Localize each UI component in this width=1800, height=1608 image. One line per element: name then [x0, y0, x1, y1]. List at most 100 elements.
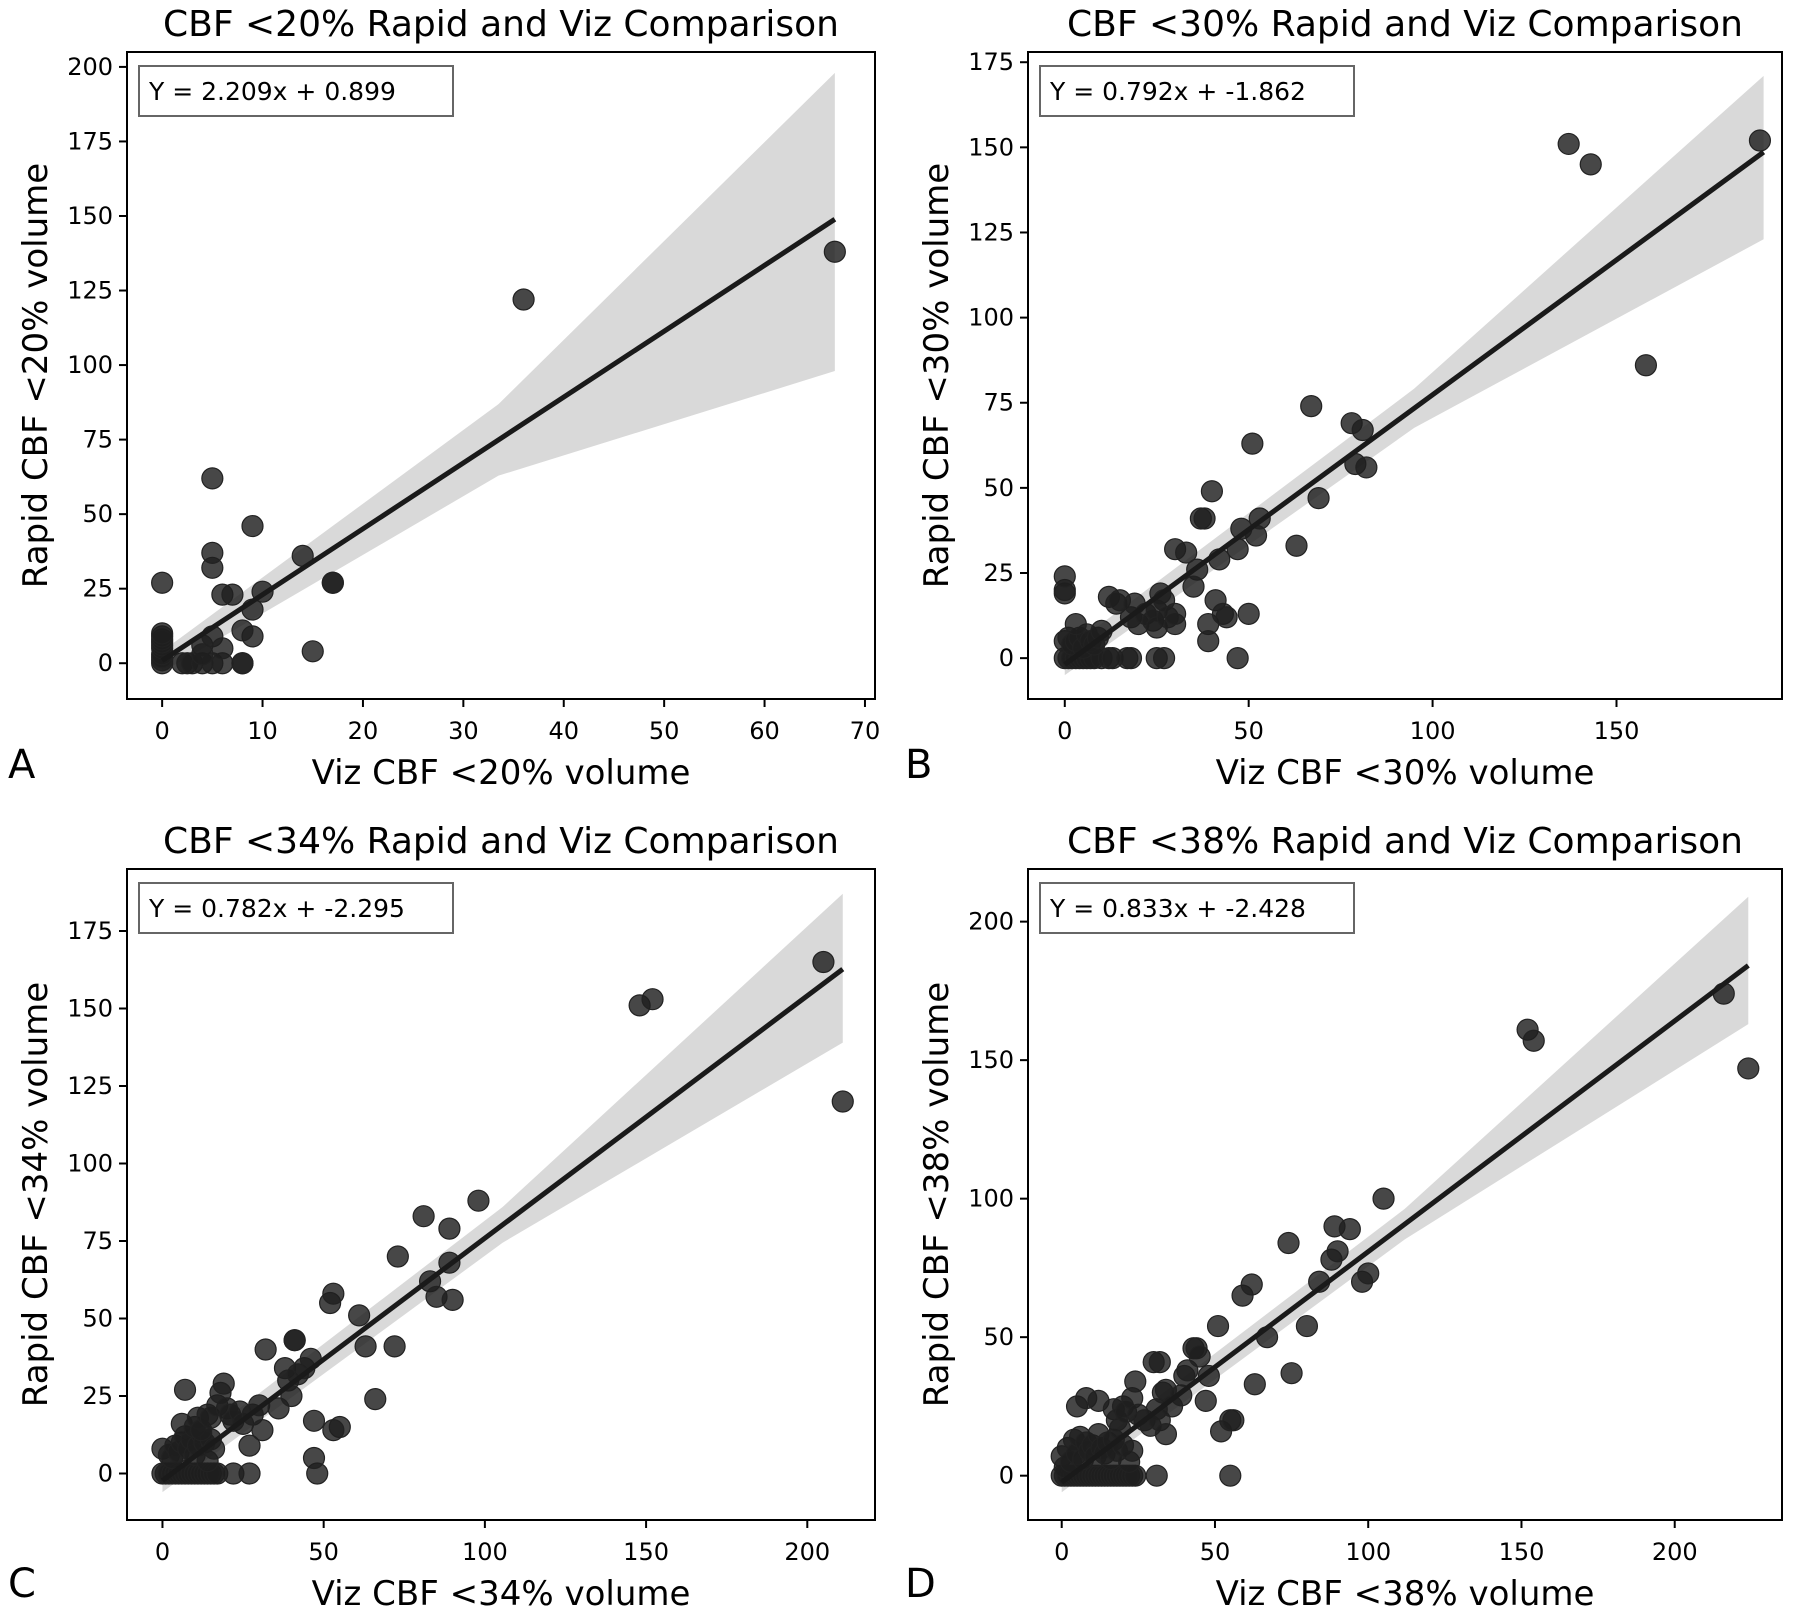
- y-tick-label: 0: [98, 1460, 113, 1488]
- data-point: [1197, 630, 1220, 653]
- plot-area: [1053, 75, 1772, 676]
- y-tick-label: 25: [82, 1382, 113, 1410]
- data-point: [1240, 1273, 1263, 1296]
- confidence-band: [162, 893, 843, 1493]
- y-tick-label: 75: [82, 1227, 113, 1255]
- regression-line: [160, 967, 845, 1483]
- x-tick-label: 100: [1345, 1538, 1391, 1566]
- y-tick-label: 175: [67, 127, 113, 155]
- y-tick-label: 125: [67, 1072, 113, 1100]
- axes-frame: [126, 868, 876, 1521]
- data-point: [238, 1462, 261, 1485]
- y-tick-label: 150: [968, 133, 1014, 161]
- y-tick-label: 75: [983, 389, 1014, 417]
- data-point: [173, 1378, 197, 1401]
- x-tick-label: 50: [308, 1538, 339, 1566]
- data-point: [1124, 1370, 1147, 1393]
- panel-letter: D: [905, 1561, 936, 1607]
- data-point: [1164, 602, 1187, 625]
- data-point: [1064, 612, 1087, 636]
- y-tick-label: 50: [82, 500, 113, 528]
- data-point: [1194, 1389, 1217, 1412]
- y-axis-label: Rapid CBF <38% volume: [917, 982, 957, 1407]
- y-tick-label: 100: [968, 1185, 1014, 1213]
- y-axis-label: Rapid CBF <20% volume: [16, 163, 56, 588]
- y-tick-label: 200: [67, 53, 113, 81]
- x-tick-label: 40: [548, 717, 579, 745]
- data-point: [302, 1409, 326, 1432]
- y-tick-label: 50: [983, 474, 1014, 502]
- panel-a: CBF <20% Rapid and Viz Comparison 0 25 50 75…: [8, 4, 880, 793]
- x-tick-label: 70: [850, 717, 881, 745]
- data-point: [1277, 1231, 1300, 1255]
- data-point: [831, 1090, 854, 1113]
- x-axis-label: Viz CBF <38% volume: [1216, 1574, 1595, 1608]
- y-tick-label: 175: [968, 48, 1014, 76]
- data-point: [1579, 153, 1602, 176]
- equation-box: Y = 0.782x + -2.295: [138, 882, 454, 934]
- data-point: [1145, 1464, 1168, 1487]
- data-point: [1748, 129, 1772, 152]
- x-tick-label: 10: [247, 717, 278, 745]
- data-point: [1219, 1464, 1242, 1487]
- y-tick-label: 150: [67, 995, 113, 1023]
- x-axis-label: Viz CBF <34% volume: [312, 1574, 691, 1608]
- data-point: [231, 652, 254, 675]
- data-point: [1226, 647, 1249, 670]
- regression-line: [1060, 963, 1750, 1485]
- data-point: [467, 1189, 490, 1212]
- data-point: [1355, 456, 1378, 479]
- data-point: [1222, 1409, 1245, 1432]
- panel-letter: C: [8, 1561, 36, 1607]
- axes-frame: [1027, 868, 1783, 1521]
- data-point: [1300, 395, 1323, 418]
- data-point: [1148, 1350, 1171, 1374]
- data-point: [812, 950, 835, 974]
- confidence-band: [1061, 896, 1749, 1493]
- data-point: [321, 571, 344, 594]
- confidence-band: [162, 72, 835, 673]
- data-point: [348, 1304, 371, 1327]
- data-point: [322, 1418, 345, 1442]
- data-point: [1241, 432, 1264, 455]
- regression-equation: Y = 0.782x + -2.295: [148, 894, 405, 923]
- x-tick-label: 150: [1594, 717, 1640, 745]
- data-point: [1119, 647, 1143, 670]
- data-point: [1215, 606, 1238, 629]
- x-tick-label: 0: [155, 717, 170, 745]
- data-point: [1193, 507, 1216, 530]
- y-tick-label: 200: [968, 908, 1014, 936]
- y-tick-label: 0: [98, 649, 113, 677]
- axes-frame: [1027, 51, 1783, 700]
- axes-frame: [126, 51, 876, 700]
- chart-title: CBF <20% Rapid and Viz Comparison: [163, 4, 839, 45]
- x-axis-label: Viz CBF <30% volume: [1216, 753, 1595, 793]
- data-point: [1188, 1345, 1211, 1368]
- chart-title: CBF <30% Rapid and Viz Comparison: [1067, 4, 1743, 45]
- data-point: [283, 1329, 306, 1352]
- x-tick-label: 60: [749, 717, 780, 745]
- data-point: [1200, 480, 1224, 503]
- data-point: [1182, 575, 1205, 598]
- data-point: [1351, 418, 1374, 442]
- y-tick-label: 50: [983, 1323, 1014, 1351]
- data-point: [823, 240, 846, 263]
- data-point: [211, 637, 234, 660]
- panel-d: CBF <38% Rapid and Viz Comparison 0 50 100 1…: [905, 821, 1783, 1608]
- data-point: [386, 1245, 409, 1268]
- panel-letter: B: [905, 742, 932, 788]
- data-point: [151, 622, 174, 645]
- regression-equation: Y = 2.209x + 0.899: [148, 77, 396, 106]
- y-tick-label: 0: [999, 1462, 1014, 1490]
- y-tick-label: 25: [82, 575, 113, 603]
- chart-title: CBF <34% Rapid and Viz Comparison: [163, 821, 839, 862]
- x-tick-label: 150: [623, 1538, 669, 1566]
- equation-box: Y = 0.833x + -2.428: [1039, 882, 1355, 934]
- x-tick-label: 0: [1057, 717, 1072, 745]
- data-point: [512, 288, 535, 311]
- data-point: [212, 1372, 235, 1395]
- y-tick-label: 75: [82, 426, 113, 454]
- plot-area: [151, 893, 854, 1493]
- y-tick-label: 125: [968, 218, 1014, 246]
- data-point: [1121, 1439, 1144, 1462]
